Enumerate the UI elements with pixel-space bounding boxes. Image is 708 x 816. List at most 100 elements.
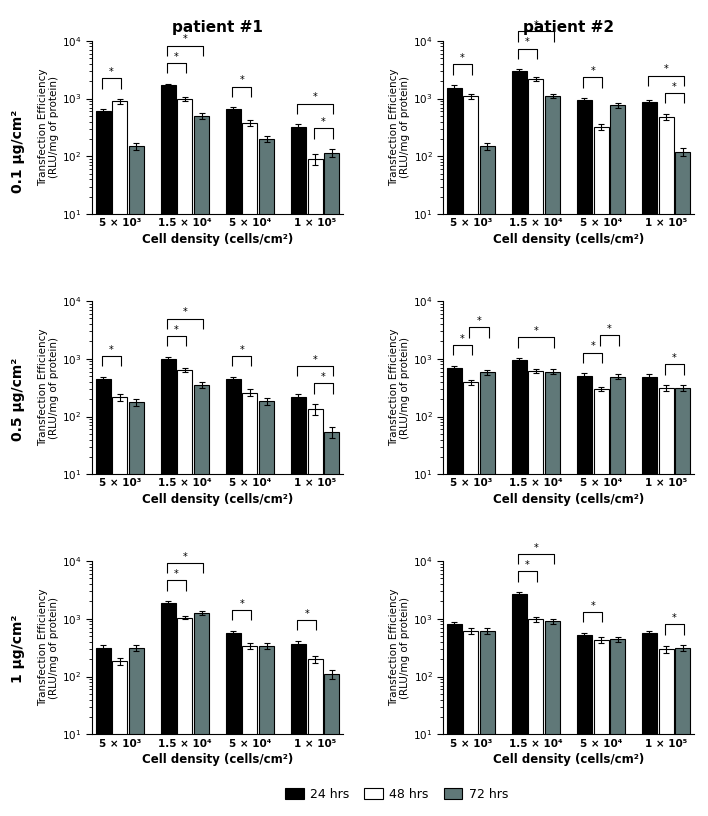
Bar (610, 377, 625, 816)
Bar (480, 631, 495, 816)
Bar (242, 392, 258, 816)
Text: *: * (525, 38, 530, 47)
Bar (307, 409, 323, 816)
Text: *: * (304, 609, 309, 619)
Bar (177, 618, 193, 816)
Text: 1 μg/cm²: 1 μg/cm² (11, 614, 25, 683)
Bar (291, 397, 306, 816)
Bar (593, 389, 609, 816)
Text: *: * (313, 355, 317, 365)
Text: *: * (109, 344, 114, 355)
Bar (463, 383, 479, 816)
Bar (675, 388, 690, 816)
Text: 0.5 μg/cm²: 0.5 μg/cm² (11, 358, 25, 441)
Text: *: * (672, 613, 677, 623)
Bar (161, 359, 176, 816)
Bar (545, 96, 560, 816)
Text: *: * (607, 324, 612, 334)
Bar (177, 370, 193, 816)
Bar (545, 622, 560, 816)
Bar (112, 397, 127, 816)
Text: *: * (239, 599, 244, 609)
X-axis label: Cell density (cells/cm²): Cell density (cells/cm²) (493, 493, 644, 506)
Text: *: * (460, 53, 464, 64)
Bar (307, 659, 323, 816)
Bar (512, 71, 527, 816)
Bar (161, 86, 176, 816)
Bar (96, 648, 110, 816)
Bar (226, 379, 241, 816)
Bar (528, 619, 544, 816)
Y-axis label: Transfection Efficiency
(RLU/mg of protein): Transfection Efficiency (RLU/mg of prote… (38, 589, 59, 707)
Bar (463, 631, 479, 816)
Text: *: * (321, 118, 326, 127)
Text: *: * (183, 308, 187, 317)
Bar (593, 127, 609, 816)
Text: *: * (476, 317, 481, 326)
Bar (658, 117, 674, 816)
Bar (194, 613, 209, 816)
Bar (528, 370, 544, 816)
Legend: 24 hrs, 48 hrs, 72 hrs: 24 hrs, 48 hrs, 72 hrs (280, 783, 513, 805)
Bar (593, 640, 609, 816)
Title: patient #2: patient #2 (523, 20, 614, 35)
Bar (259, 401, 274, 816)
Text: *: * (590, 66, 595, 76)
Title: patient #1: patient #1 (172, 20, 263, 35)
Bar (610, 640, 625, 816)
Bar (610, 105, 625, 816)
Bar (177, 99, 193, 816)
Text: *: * (525, 560, 530, 570)
Bar (545, 371, 560, 816)
Text: *: * (590, 601, 595, 610)
Bar (259, 646, 274, 816)
Bar (161, 603, 176, 816)
Bar (447, 624, 462, 816)
Text: *: * (664, 64, 668, 74)
Bar (675, 648, 690, 816)
Text: *: * (239, 75, 244, 86)
Bar (480, 372, 495, 816)
Bar (226, 109, 241, 816)
Bar (242, 123, 258, 816)
Bar (577, 635, 592, 816)
Text: *: * (239, 344, 244, 355)
Bar (291, 127, 306, 816)
X-axis label: Cell density (cells/cm²): Cell density (cells/cm²) (142, 752, 293, 765)
Bar (480, 146, 495, 816)
Text: *: * (672, 353, 677, 363)
Bar (194, 385, 209, 816)
Text: *: * (313, 92, 317, 102)
Bar (324, 153, 339, 816)
Text: *: * (534, 326, 538, 336)
Bar (307, 159, 323, 816)
Bar (658, 650, 674, 816)
Bar (577, 375, 592, 816)
Text: *: * (174, 51, 179, 62)
Bar (658, 388, 674, 816)
Text: *: * (534, 20, 538, 30)
X-axis label: Cell density (cells/cm²): Cell density (cells/cm²) (493, 752, 644, 765)
Y-axis label: Transfection Efficiency
(RLU/mg of protein): Transfection Efficiency (RLU/mg of prote… (389, 329, 411, 446)
Text: *: * (174, 325, 179, 335)
Text: *: * (183, 34, 187, 45)
Bar (528, 79, 544, 816)
Bar (112, 101, 127, 816)
Y-axis label: Transfection Efficiency
(RLU/mg of protein): Transfection Efficiency (RLU/mg of prote… (38, 69, 59, 186)
Bar (463, 96, 479, 816)
Bar (96, 379, 110, 816)
Text: *: * (460, 334, 464, 344)
Bar (642, 102, 657, 816)
Text: *: * (183, 552, 187, 561)
Y-axis label: Transfection Efficiency
(RLU/mg of protein): Transfection Efficiency (RLU/mg of prote… (389, 589, 411, 707)
Bar (129, 146, 144, 816)
Y-axis label: Transfection Efficiency
(RLU/mg of protein): Transfection Efficiency (RLU/mg of prote… (389, 69, 411, 186)
Bar (577, 100, 592, 816)
Bar (512, 360, 527, 816)
Text: *: * (109, 67, 114, 77)
Text: *: * (672, 82, 677, 91)
Text: *: * (534, 543, 538, 552)
Bar (129, 648, 144, 816)
Y-axis label: Transfection Efficiency
(RLU/mg of protein): Transfection Efficiency (RLU/mg of prote… (38, 329, 59, 446)
Bar (129, 402, 144, 816)
